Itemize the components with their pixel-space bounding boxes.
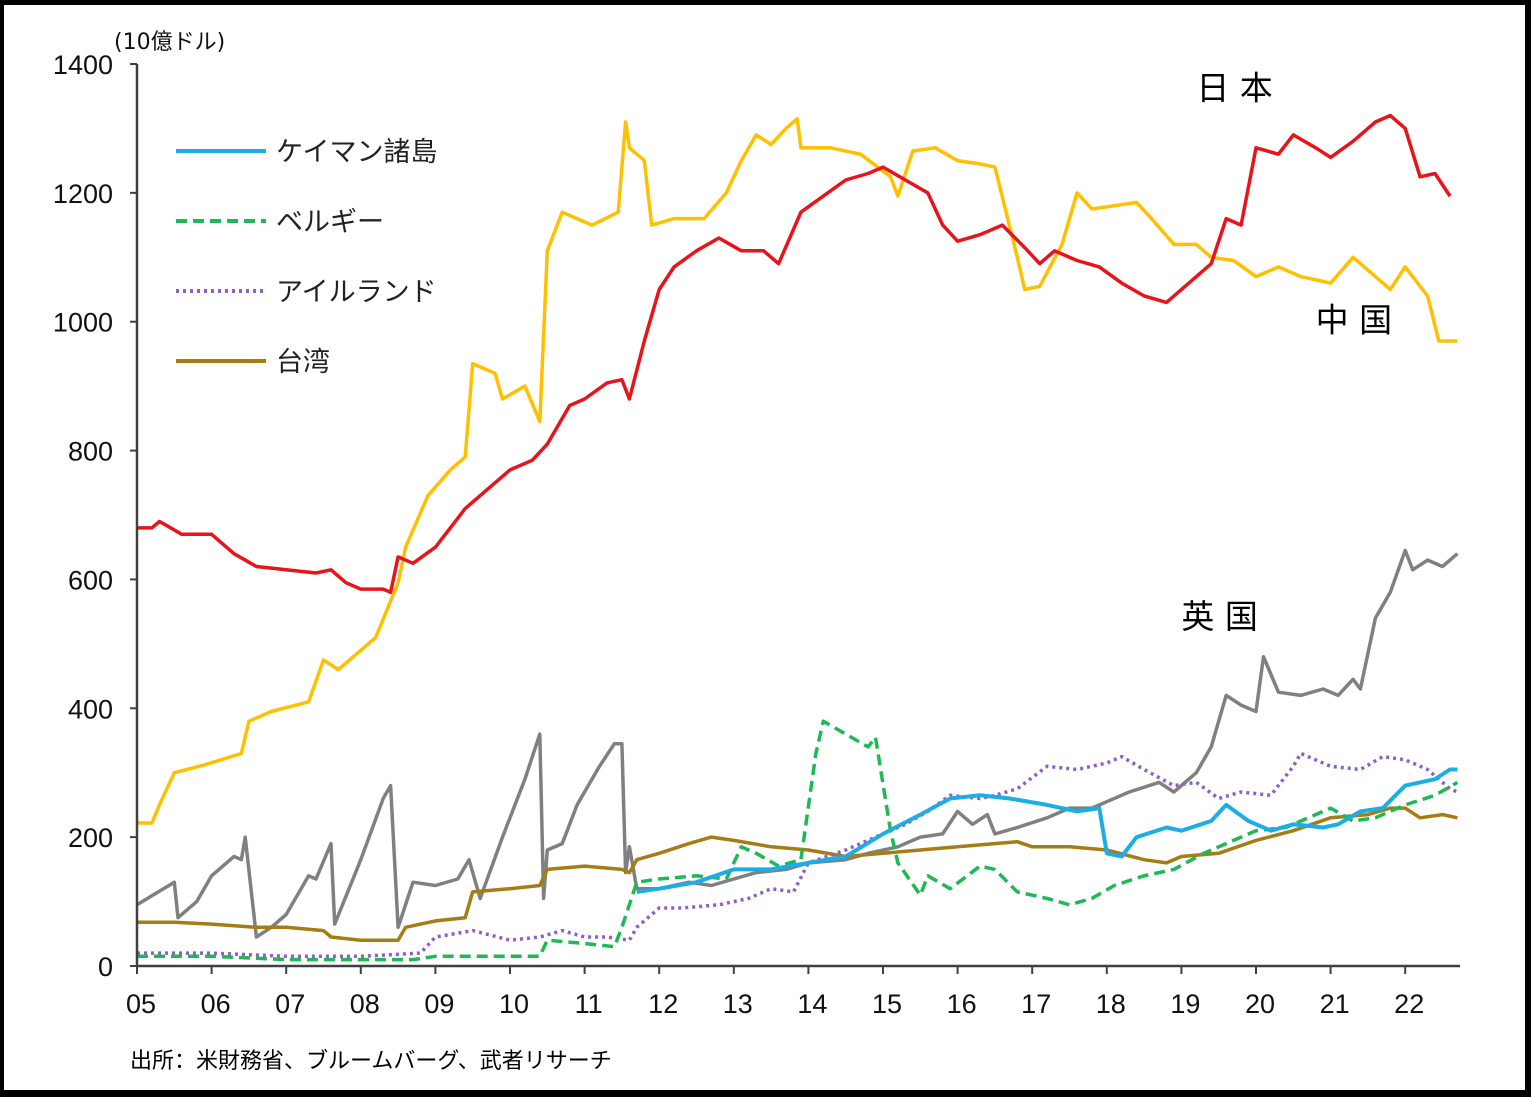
chart: 0 200 400 600 800 1000 1200 1400 05 06 07 08 09 10 11… — [53, 30, 1460, 1074]
y-axis-unit-label: (10億ドル) — [114, 30, 225, 55]
x-tick-label: 21 — [1320, 989, 1350, 1019]
x-tick-label: 19 — [1170, 989, 1200, 1019]
series-line-china — [137, 117, 1458, 825]
y-tick-label: 0 — [98, 952, 113, 982]
y-tick-label: 1200 — [53, 179, 113, 209]
x-tick-label: 06 — [201, 989, 231, 1019]
legend-label-cayman: ケイマン諸島 — [276, 137, 437, 168]
x-tick-label: 05 — [126, 989, 156, 1019]
series-line-cayman — [636, 767, 1458, 894]
legend-label-taiwan: 台湾 — [276, 347, 330, 378]
series-line-taiwan — [137, 806, 1458, 942]
annotation-japan: 日 本 — [1196, 68, 1273, 107]
source-note: 出所：米財務省、ブルームバーグ、武者リサーチ — [130, 1049, 612, 1074]
annotation-china: 中 国 — [1316, 300, 1393, 339]
x-tick-label: 16 — [947, 989, 977, 1019]
axes: 0 200 400 600 800 1000 1200 1400 05 06 07 08 09 10 11… — [53, 50, 1460, 1019]
series-layer — [136, 113, 1459, 962]
x-tick-label: 10 — [499, 989, 529, 1019]
x-tick-label: 14 — [797, 989, 827, 1019]
annotation-uk: 英 国 — [1181, 597, 1258, 636]
x-tick-label: 13 — [723, 989, 753, 1019]
x-tick-label: 09 — [424, 989, 454, 1019]
x-tick-label: 07 — [275, 989, 305, 1019]
x-tick-label: 22 — [1394, 989, 1424, 1019]
x-tick-label: 12 — [648, 989, 678, 1019]
series-line-ireland — [137, 751, 1459, 959]
x-ticks: 05 06 07 08 09 10 11 12 13 14 15 16 17 18 19 20 21 22 — [126, 966, 1424, 1019]
x-tick-label: 18 — [1096, 989, 1126, 1019]
series-line-belgium — [137, 719, 1459, 962]
legend-label-ireland: アイルランド — [276, 277, 437, 308]
y-tick-label: 1400 — [53, 50, 113, 80]
x-tick-label: 08 — [350, 989, 380, 1019]
y-tick-label: 400 — [68, 694, 113, 724]
chart-frame: 0 200 400 600 800 1000 1200 1400 05 06 07 08 09 10 11… — [4, 5, 1525, 1090]
legend-label-belgium: ベルギー — [276, 207, 384, 238]
y-tick-label: 600 — [68, 565, 113, 595]
y-tick-label: 200 — [68, 823, 113, 853]
x-tick-label: 20 — [1245, 989, 1275, 1019]
y-tick-label: 800 — [68, 437, 113, 467]
y-ticks: 0 200 400 600 800 1000 1200 1400 — [53, 50, 137, 982]
annotations: 日 本中 国英 国 — [1181, 68, 1392, 635]
x-tick-label: 17 — [1021, 989, 1051, 1019]
y-tick-label: 1000 — [53, 308, 113, 338]
series-line-japan — [137, 113, 1452, 595]
series-line-uk — [136, 548, 1459, 939]
x-tick-label: 11 — [575, 989, 603, 1019]
x-tick-label: 15 — [872, 989, 902, 1019]
